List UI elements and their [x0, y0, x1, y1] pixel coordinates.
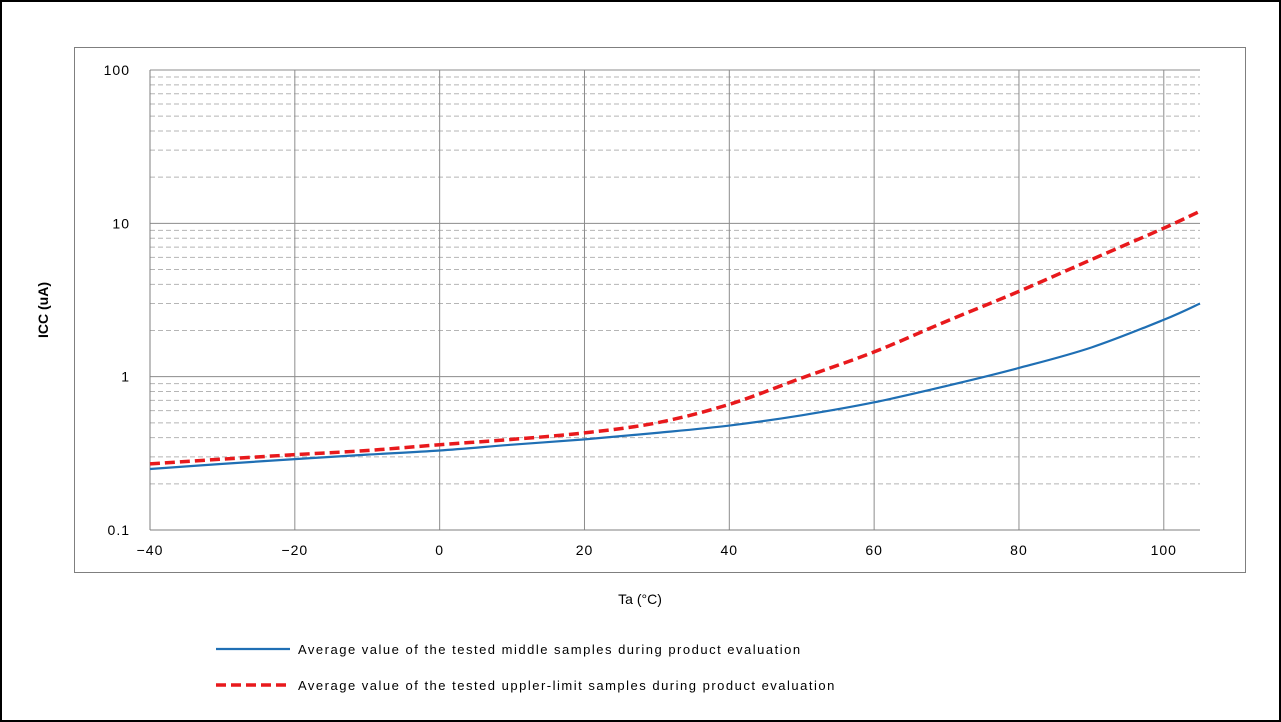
tick-labels: −40 −20 0 20 40 60 80 100 0.1 1 10 100: [104, 62, 1177, 558]
x-tick-label: 40: [721, 542, 739, 558]
y-tick-label: 0.1: [108, 522, 130, 538]
major-gridlines: [149, 69, 1200, 531]
x-tick-label: 20: [576, 542, 594, 558]
legend-label-upper: Average value of the tested uppler-limit…: [298, 678, 836, 693]
minor-gridlines: [150, 76, 1200, 485]
x-axis-title: Ta (°C): [618, 591, 662, 607]
x-tick-label: 100: [1151, 542, 1177, 558]
x-tick-label: −20: [281, 542, 308, 558]
x-tick-label: 60: [865, 542, 883, 558]
x-tick-label: 80: [1010, 542, 1028, 558]
y-tick-label: 10: [112, 215, 130, 231]
plot-area-border: [74, 47, 1246, 573]
y-axis-title: ICC (uA): [35, 282, 51, 338]
legend: Average value of the tested middle sampl…: [216, 642, 836, 693]
x-tick-label: −40: [137, 542, 164, 558]
y-tick-label: 100: [104, 62, 130, 78]
series-line-upper: [149, 209, 1201, 466]
legend-label-middle: Average value of the tested middle sampl…: [298, 642, 802, 657]
series-line-middle: [149, 302, 1201, 471]
series-layer: [149, 209, 1201, 471]
x-tick-label: 0: [435, 542, 444, 558]
y-tick-label: 1: [121, 369, 130, 385]
